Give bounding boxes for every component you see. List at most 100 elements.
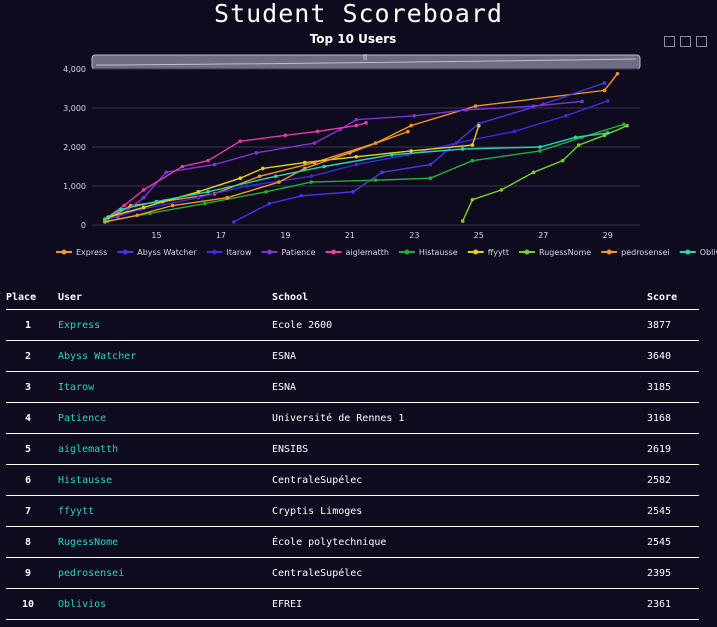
user-link[interactable]: aiglematth (58, 443, 119, 455)
score-chart[interactable]: || 0 1,000 2,000 3,000 4,000 15 17 19 21 23 25 27 29 E… (0, 30, 717, 266)
table-row: 4 Patience Université de Rennes 1 3168 (6, 402, 699, 434)
data-point (135, 213, 139, 218)
download-icon[interactable] (696, 36, 707, 47)
user-link[interactable]: Itarow (58, 381, 95, 393)
data-point (206, 158, 210, 163)
data-point (212, 162, 217, 167)
data-point (580, 99, 584, 104)
table-row: 2 Abyss Watcher ESNA 3640 (6, 340, 699, 372)
legend-label: pedrosensei (621, 248, 670, 257)
user-link[interactable]: Express (58, 319, 101, 331)
series-line-histausse (107, 123, 625, 222)
user-link[interactable]: Oblivios (58, 598, 107, 610)
data-point (473, 104, 478, 108)
data-point (428, 176, 433, 180)
data-point (531, 170, 536, 175)
user-cell: Histausse (50, 464, 272, 496)
data-point (273, 174, 278, 179)
user-link[interactable]: Abyss Watcher (58, 350, 137, 362)
data-point (122, 203, 127, 208)
user-cell: RugessNome (50, 526, 272, 558)
data-point (564, 114, 568, 118)
data-point (412, 114, 417, 118)
data-point (312, 141, 317, 145)
legend-marker (685, 249, 691, 255)
user-link[interactable]: RugessNome (58, 536, 119, 548)
x-tick-label: 23 (409, 231, 419, 240)
series-line-rugessnome (462, 125, 628, 222)
series-line-patience (117, 100, 583, 218)
data-point (389, 153, 394, 157)
autoscale-icon[interactable] (680, 36, 691, 47)
data-point (267, 201, 272, 206)
data-point (164, 170, 168, 175)
user-link[interactable]: Histausse (58, 474, 113, 486)
data-point (244, 184, 249, 188)
series-line-oblivios (104, 132, 608, 220)
zoom-icon[interactable] (664, 36, 675, 47)
score-cell: 3168 (647, 402, 699, 434)
x-tick-label: 15 (151, 231, 161, 240)
header-user[interactable]: User (50, 285, 272, 310)
data-point (238, 139, 243, 143)
user-cell: Patience (50, 402, 272, 434)
legend-marker (331, 249, 337, 255)
header-place[interactable]: Place (6, 285, 50, 310)
table-row: 1 Express Ecole 2600 3877 (6, 309, 699, 341)
data-point (322, 164, 326, 169)
legend-marker (524, 249, 530, 255)
data-point (625, 123, 629, 128)
place-cell: 9 (6, 557, 50, 589)
x-tick-label: 29 (603, 231, 613, 240)
data-point (309, 180, 314, 184)
place-cell: 1 (6, 309, 50, 341)
page-title: Student Scoreboard (214, 0, 503, 28)
place-cell: 3 (6, 371, 50, 403)
data-point (170, 203, 175, 208)
data-point (538, 145, 542, 149)
legend-label: Oblivios (700, 248, 717, 257)
place-cell: 7 (6, 495, 50, 527)
data-point (605, 131, 610, 135)
score-cell: 2545 (647, 526, 699, 558)
user-cell: Oblivios (50, 588, 272, 620)
range-slider-trace (95, 58, 637, 66)
range-slider-handle: || (363, 54, 367, 61)
data-point (602, 88, 607, 93)
data-point (115, 215, 120, 219)
score-cell: 3877 (647, 309, 699, 341)
data-point (351, 190, 355, 194)
data-point (154, 199, 159, 204)
user-link[interactable]: pedrosensei (58, 567, 125, 579)
data-point (354, 117, 359, 122)
user-cell: Express (50, 309, 272, 341)
user-link[interactable]: ffyytt (58, 505, 95, 517)
place-cell: 6 (6, 464, 50, 496)
data-point (622, 122, 626, 127)
data-point (406, 129, 410, 134)
data-point (141, 188, 146, 192)
chart-toolbar (664, 36, 707, 47)
data-point (464, 108, 468, 112)
score-cell: 2361 (647, 588, 699, 620)
data-point (309, 174, 314, 179)
school-cell: CentraleSupélec (272, 464, 647, 496)
data-point (141, 195, 146, 200)
user-link[interactable]: Patience (58, 412, 107, 424)
score-cell: 3185 (647, 371, 699, 403)
school-cell: École polytechnique (272, 526, 647, 558)
header-score[interactable]: Score (647, 285, 699, 310)
data-point (602, 81, 607, 85)
place-cell: 2 (6, 340, 50, 372)
data-point (560, 158, 565, 163)
legend-label: ffyytt (488, 248, 509, 257)
data-point (354, 154, 359, 159)
data-point (103, 220, 107, 224)
data-point (499, 188, 504, 192)
data-point (302, 160, 307, 165)
x-tick-label: 19 (280, 231, 290, 240)
data-point (470, 197, 475, 202)
legend-label: Histausse (419, 248, 458, 257)
data-point (261, 166, 265, 171)
header-school[interactable]: School (272, 285, 647, 310)
